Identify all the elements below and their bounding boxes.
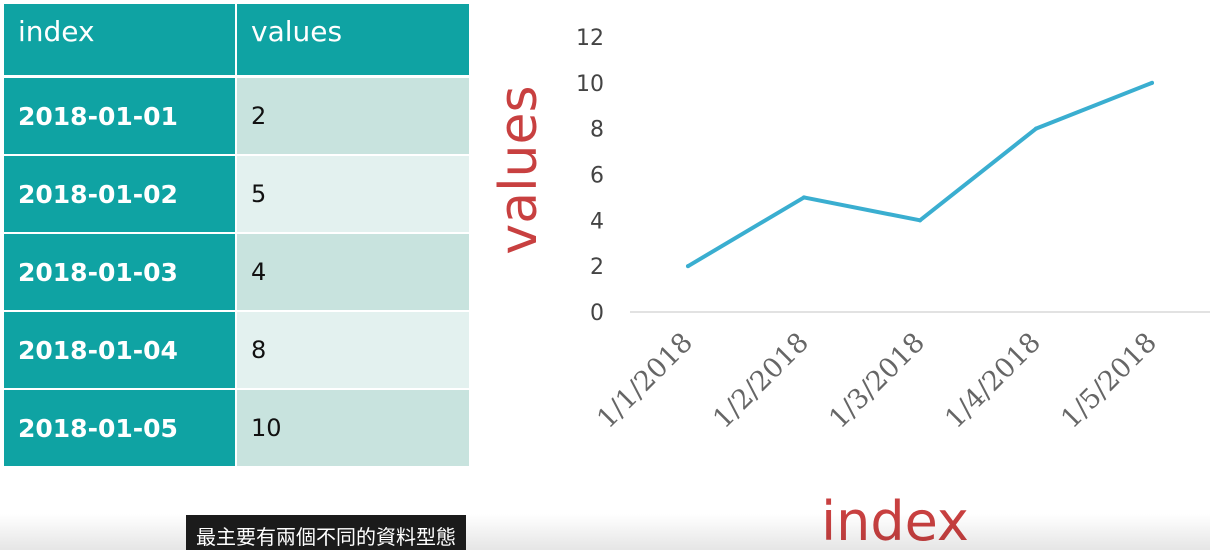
- value-cell: 10: [237, 390, 471, 468]
- series-line: [686, 80, 1154, 269]
- table-row: 2018-01-03 4: [4, 234, 471, 312]
- value-cell: 5: [237, 156, 471, 234]
- index-cell: 2018-01-05: [4, 390, 237, 468]
- table-header-row: index values: [4, 4, 471, 78]
- y-tick-label: 12: [576, 26, 604, 51]
- column-header-values: values: [237, 4, 471, 78]
- x-tick-label: 1/2/2018: [707, 327, 815, 435]
- x-tick-label: 1/3/2018: [823, 327, 931, 435]
- x-tick-label: 1/1/2018: [591, 327, 699, 435]
- y-axis-title: values: [489, 85, 549, 254]
- column-header-index: index: [4, 4, 237, 78]
- x-axis-title: index: [821, 490, 969, 550]
- data-point: [918, 218, 922, 223]
- x-tick-label: 1/5/2018: [1055, 327, 1163, 435]
- index-cell: 2018-01-04: [4, 312, 237, 390]
- y-tick-label: 8: [590, 118, 604, 143]
- table-row: 2018-01-05 10: [4, 390, 471, 468]
- value-cell: 8: [237, 312, 471, 390]
- data-table: index values 2018-01-01 2 2018-01-02 5 2…: [4, 4, 471, 468]
- index-cell: 2018-01-03: [4, 234, 237, 312]
- table-row: 2018-01-01 2: [4, 78, 471, 156]
- y-tick-label: 2: [590, 255, 604, 280]
- y-tick-label: 10: [576, 72, 604, 97]
- index-cell: 2018-01-01: [4, 78, 237, 156]
- data-point: [1034, 126, 1038, 131]
- x-axis-ticks: 1/1/2018 1/2/2018 1/3/2018 1/4/2018 1/5/2018: [591, 327, 1163, 435]
- data-point: [1150, 80, 1154, 85]
- x-tick-label: 1/4/2018: [939, 327, 1047, 435]
- player-bottom-shade: [0, 514, 1210, 550]
- y-tick-label: 4: [590, 209, 604, 234]
- series-group: [686, 80, 1154, 269]
- data-point: [686, 264, 690, 269]
- table-row: 2018-01-02 5: [4, 156, 471, 234]
- table-row: 2018-01-04 8: [4, 312, 471, 390]
- y-tick-label: 0: [590, 301, 604, 326]
- index-cell: 2018-01-02: [4, 156, 237, 234]
- data-point: [802, 195, 806, 200]
- y-tick-label: 6: [590, 164, 604, 189]
- value-cell: 4: [237, 234, 471, 312]
- value-cell: 2: [237, 78, 471, 156]
- y-axis-ticks: 0 2 4 6 8 10 12: [576, 26, 604, 326]
- subtitle-caption: 最主要有兩個不同的資料型態: [186, 515, 466, 550]
